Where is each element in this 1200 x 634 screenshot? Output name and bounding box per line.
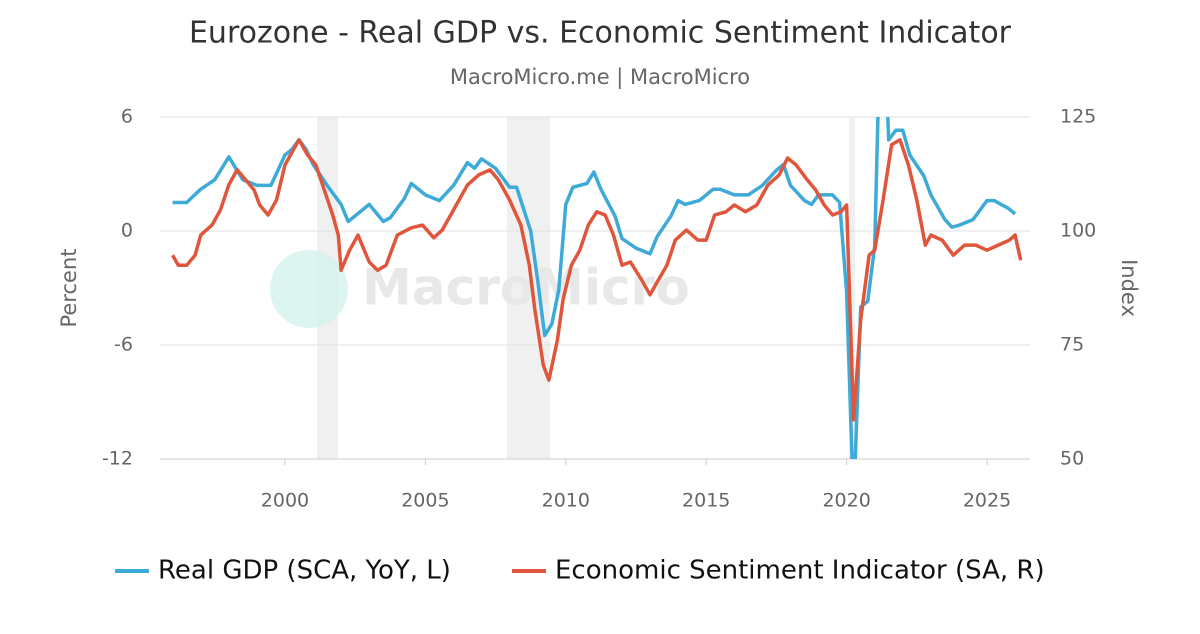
shaded-period	[849, 117, 856, 459]
chart-subtitle: MacroMicro.me | MacroMicro	[450, 65, 750, 90]
y-tick-label: 0	[121, 220, 133, 242]
watermark: MacroMicro	[362, 259, 690, 317]
y-tick-label: 6	[121, 106, 133, 128]
y2-tick-label: 75	[1060, 334, 1084, 356]
y2-tick-label: 50	[1060, 448, 1084, 470]
series-line	[172, 117, 1017, 459]
x-tick-label: 2015	[682, 490, 730, 512]
y2-tick-label: 125	[1060, 106, 1096, 128]
x-tick-label: 2020	[822, 490, 870, 512]
x-tick-label: 2010	[542, 490, 590, 512]
y-axis-title: Percent	[57, 248, 81, 327]
series-line	[171, 138, 1023, 422]
watermark-logo	[270, 250, 348, 328]
chart-title: Eurozone - Real GDP vs. Economic Sentime…	[189, 16, 1012, 51]
y-tick-label: -12	[102, 448, 133, 470]
y2-axis-title: Index	[1117, 259, 1141, 317]
legend-label: Real GDP (SCA, YoY, L)	[158, 556, 451, 586]
shaded-period	[506, 117, 551, 459]
y-tick-label: -6	[114, 334, 133, 356]
legend-label: Economic Sentiment Indicator (SA, R)	[555, 556, 1045, 586]
y2-tick-label: 100	[1060, 220, 1096, 242]
x-tick-label: 2000	[261, 490, 309, 512]
x-tick-label: 2005	[401, 490, 449, 512]
x-tick-label: 2025	[963, 490, 1011, 512]
